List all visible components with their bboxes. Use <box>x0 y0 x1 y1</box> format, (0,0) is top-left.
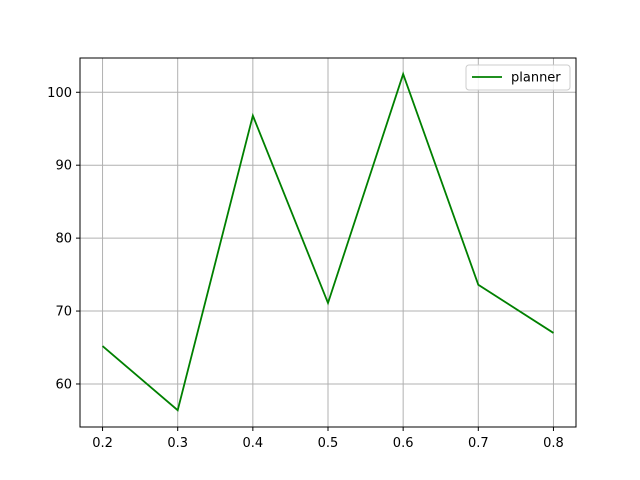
y-tick-label: 70 <box>55 305 72 320</box>
series-layer <box>101 71 554 412</box>
series-line-planner <box>101 71 554 412</box>
x-axis: 0.2 0.3 0.4 0.5 0.6 0.7 0.8 <box>92 427 564 451</box>
legend-box <box>465 64 571 91</box>
x-tick-label: 0.6 <box>393 436 414 451</box>
x-tick-label: 0.8 <box>543 436 564 451</box>
x-tick-label: 0.7 <box>468 436 489 451</box>
y-tick-label: 60 <box>55 377 72 392</box>
y-tick-label: 100 <box>47 86 72 101</box>
x-tick-label: 0.2 <box>92 436 113 451</box>
legend-label: planner <box>511 71 561 86</box>
x-tick-label: 0.5 <box>318 436 339 451</box>
grid-lines <box>80 58 576 427</box>
x-tick-label: 0.3 <box>167 436 188 451</box>
x-tick-label: 0.4 <box>243 436 264 451</box>
y-tick-label: 80 <box>55 232 72 247</box>
y-axis: 60 70 80 90 100 <box>47 86 80 392</box>
legend: planner <box>465 64 571 91</box>
y-tick-label: 90 <box>55 159 72 174</box>
